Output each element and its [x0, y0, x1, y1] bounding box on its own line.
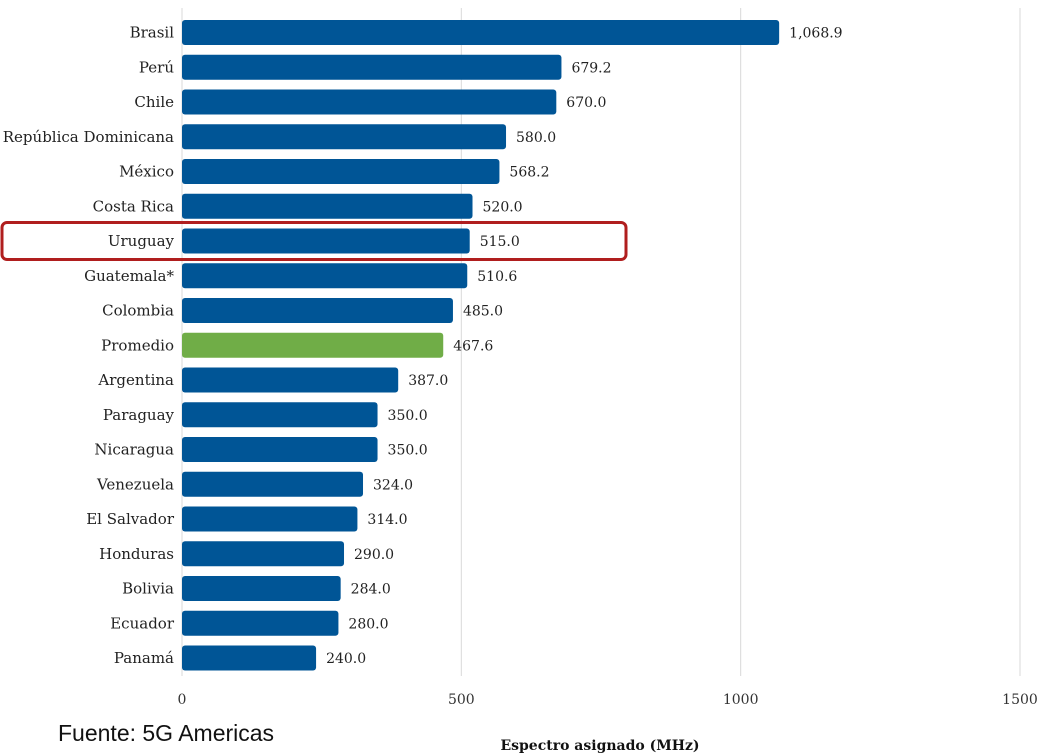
bar	[182, 402, 378, 428]
value-label: 510.6	[477, 269, 517, 285]
bar	[182, 89, 557, 115]
category-label: Paraguay	[103, 406, 175, 424]
bar	[182, 228, 470, 254]
bar	[182, 576, 341, 601]
value-label: 314.0	[367, 512, 407, 528]
source-note: Fuente: 5G Americas	[58, 720, 275, 746]
bar	[182, 193, 473, 219]
x-tick-label: 0	[178, 692, 187, 708]
highlight-outline	[0, 221, 628, 261]
uruguay-outline	[0, 221, 628, 261]
value-label: 324.0	[373, 477, 413, 493]
bar	[182, 367, 399, 393]
value-label: 387.0	[408, 373, 448, 389]
category-label: Panamá	[114, 649, 174, 667]
bar	[182, 263, 468, 289]
bar	[182, 645, 317, 671]
value-label: 350.0	[388, 443, 428, 459]
category-label: Chile	[134, 93, 174, 111]
category-label: Colombia	[102, 302, 174, 320]
category-label: El Salvador	[86, 510, 175, 528]
category-label: Honduras	[99, 545, 174, 563]
value-label: 290.0	[354, 547, 394, 563]
value-label: 670.0	[566, 95, 606, 111]
value-label: 350.0	[388, 408, 428, 424]
value-label: 240.0	[326, 651, 366, 667]
category-label: México	[119, 163, 174, 181]
bar	[182, 541, 345, 567]
value-label: 485.0	[463, 304, 503, 320]
value-label: 515.0	[480, 234, 520, 250]
bar	[182, 54, 562, 80]
category-label: República Dominicana	[3, 128, 174, 146]
category-label: Guatemala*	[84, 267, 174, 285]
category-labels: Brasil Perú Chile República Dominicana Méxic…	[3, 24, 175, 668]
x-tick-labels: 0 500 1000 1500	[178, 692, 1038, 708]
value-label: 679.2	[571, 60, 611, 76]
bar	[182, 437, 378, 462]
category-label: Costa Rica	[93, 197, 174, 215]
category-label: Nicaragua	[94, 441, 174, 459]
category-label: Uruguay	[108, 232, 175, 250]
bars	[182, 20, 780, 671]
value-label: 284.0	[351, 582, 391, 598]
value-label: 580.0	[516, 130, 556, 146]
x-tick-label: 1500	[1002, 692, 1038, 708]
bar	[182, 124, 507, 150]
bar	[182, 506, 358, 532]
bar	[182, 610, 339, 636]
value-label: 280.0	[348, 616, 388, 632]
x-tick-label: 500	[448, 692, 475, 708]
category-label: Perú	[139, 58, 174, 76]
category-label: Argentina	[97, 371, 174, 389]
value-label: 1,068.9	[789, 26, 842, 42]
category-label: Brasil	[130, 24, 175, 42]
bar	[182, 471, 364, 497]
bar	[182, 159, 500, 184]
bar	[182, 332, 444, 358]
value-label: 467.6	[453, 338, 493, 354]
category-label: Venezuela	[96, 475, 174, 493]
x-tick-label: 1000	[723, 692, 759, 708]
value-label: 568.2	[509, 165, 549, 181]
value-label: 520.0	[483, 199, 523, 215]
bar	[182, 20, 780, 45]
category-label: Promedio	[101, 336, 174, 354]
category-label: Ecuador	[110, 614, 175, 632]
x-axis-title: Espectro asignado (MHz)	[500, 738, 699, 754]
value-labels: 1,068.9 679.2 670.0 580.0 568.2 520.0 515.0 510…	[326, 26, 843, 668]
category-label: Bolivia	[122, 580, 174, 598]
bar	[182, 298, 453, 323]
